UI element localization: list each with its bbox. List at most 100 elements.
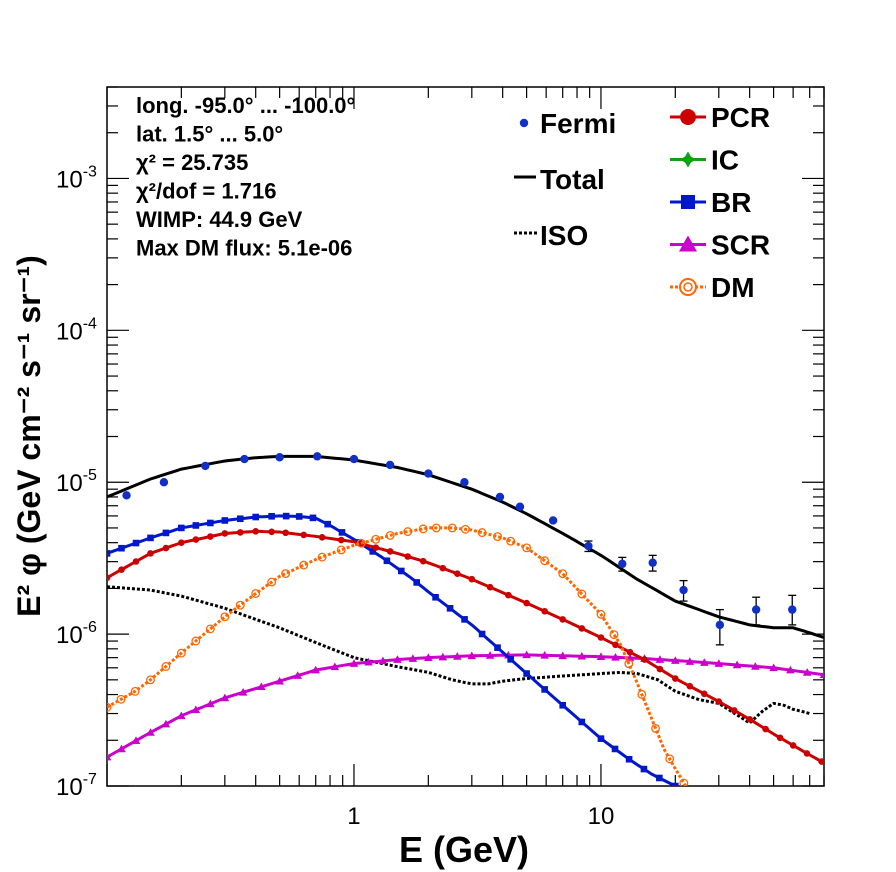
scr-point [522,650,531,659]
dm-point [116,694,126,704]
info-box: long. -95.0° ... -100.0° lat. 1.5° ... 5.… [136,93,355,261]
legend-swatch [681,195,695,209]
scr-point [611,653,620,661]
scr-point [751,662,760,670]
dm-point [161,662,171,671]
scr-point [330,662,340,671]
legend-swatch-inner [683,282,693,292]
scr-point [453,652,462,660]
br-point [236,515,244,523]
fermi-point [424,469,433,478]
pcr-point [404,553,412,560]
scr-point [671,656,680,664]
br-point [338,529,346,536]
br-point [309,514,317,522]
y-tick-label: 10-5 [56,467,97,497]
scr-point [117,744,126,753]
pcr-point [578,625,586,632]
br-point [446,605,454,612]
pcr-point [118,566,125,573]
br-point [597,735,605,742]
pcr-point [147,550,154,557]
legend-label: ISO [540,220,588,251]
br-point [432,593,439,601]
legend-label: Fermi [540,108,616,139]
scr-point [107,752,112,761]
br-point [687,790,694,797]
scr-point [393,655,402,663]
scr-point [596,652,606,661]
pcr-point [505,591,512,599]
dm-point [651,723,661,733]
legend-label: SCR [711,230,770,261]
dm-point [665,754,675,764]
dm-point [176,648,186,658]
pcr-point [268,528,275,536]
br-point [507,656,514,663]
scr-point [769,663,778,672]
fermi-point [679,585,688,595]
info-line: χ² = 25.735 [136,150,248,175]
pcr-point [318,533,326,541]
dm-point [191,636,201,646]
fermi-point [201,461,210,471]
fermi-points [122,452,797,646]
fermi-point [159,478,169,487]
br-point [398,567,405,575]
legend-swatch [679,235,697,252]
pcr-point [337,536,345,544]
dm-point [281,569,291,578]
dm-point [477,528,487,538]
info-line: lat. 1.5° ... 5.0° [136,122,283,147]
scr-point [275,676,284,685]
pcr-point [468,575,476,583]
br-point [611,745,619,753]
dm-series [107,523,689,786]
iso-curve [107,585,811,725]
info-line: Max DM flux: 5.1e-06 [136,236,352,261]
br-series [107,512,694,797]
x-axis-label: E (GeV) [399,829,529,870]
dm-point [235,600,245,610]
iso-series [107,585,811,725]
br-point [324,520,331,528]
pcr-point [523,599,530,607]
pcr-point [162,544,170,552]
legend-label: PCR [711,102,770,133]
dm-point [624,659,634,669]
pcr-point [419,557,427,565]
dm-point [403,527,413,537]
legend-item-total: Total [514,164,605,195]
br-point [625,755,633,763]
pcr-point [486,583,494,591]
x-tick-label: 10 [588,803,615,830]
dm-point [679,778,689,786]
scr-point [191,705,201,714]
dm-point [418,524,428,534]
scr-point [161,719,171,728]
scr-point [131,736,141,745]
scr-point [714,659,724,667]
dm-point [522,543,532,553]
y-tick-label: 10-6 [56,619,97,649]
pcr-point [107,574,111,582]
fermi-point [460,478,469,487]
br-point [282,512,290,520]
br-point [268,512,275,520]
pcr-point [252,528,259,535]
pcr-point [672,675,679,682]
pcr-point [221,530,229,537]
dm-point [637,689,647,699]
pcr-point [612,641,619,649]
pcr-point [746,715,753,723]
fermi-point [495,492,505,502]
br-point [252,513,259,521]
legend-item-iso: ISO [514,220,588,251]
dm-point [130,686,140,696]
fermi-point [349,454,359,464]
pcr-point [192,536,200,543]
scr-point [220,693,230,702]
scr-point [802,668,812,676]
scr-point [311,665,321,674]
pcr-point [789,742,797,749]
